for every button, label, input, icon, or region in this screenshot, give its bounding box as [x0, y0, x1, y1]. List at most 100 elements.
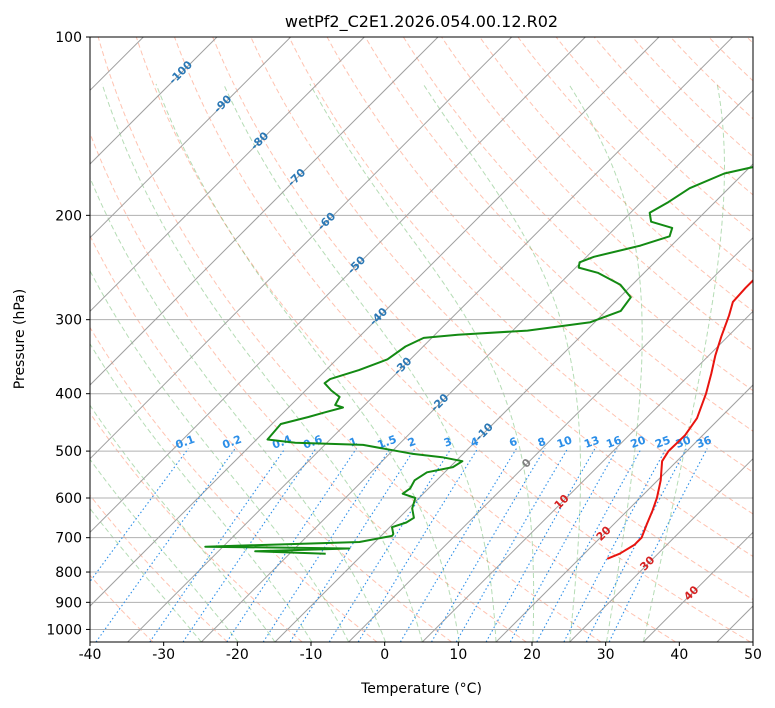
mixing-ratio-line: [262, 448, 391, 642]
moist-adiabat: [568, 83, 643, 642]
moist-adiabat: [422, 83, 581, 642]
mixing-ratio-label: 3: [442, 435, 454, 450]
mixing-ratio-line: [455, 448, 569, 642]
profile-series: [204, 166, 753, 560]
dry-adiabat: [708, 37, 753, 82]
chart-title: wetPf2_C2E1.2026.054.00.12.R02: [285, 12, 558, 32]
mixing-ratio-label: 36: [695, 433, 714, 451]
moist-adiabat: [90, 176, 386, 642]
y-axis-label: Pressure (hPa): [12, 289, 28, 389]
dry-adiabat: [402, 37, 753, 392]
moist-adiabat: [309, 83, 535, 642]
x-tick-label: 30: [597, 647, 615, 663]
isotherm: [642, 531, 753, 642]
dry-adiabat: [288, 37, 753, 515]
isotherm: [90, 37, 586, 534]
mixing-ratio-label: 13: [582, 434, 601, 451]
isotherm: [421, 310, 753, 642]
y-tick-label: 300: [55, 313, 82, 329]
moist-adiabat: [155, 83, 460, 642]
x-tick-label: -30: [152, 647, 175, 663]
isotherm: [0, 37, 70, 642]
dry-adiabat: [174, 37, 751, 642]
x-axis-ticks: -40 -30 -20 -10 0 10 20 30 40 50: [79, 642, 762, 663]
mixing-ratio-line: [563, 448, 667, 642]
mixing-ratio-line: [149, 448, 286, 642]
dry-adiabat: [250, 37, 753, 557]
y-tick-label: 400: [55, 387, 82, 403]
isotherms: [0, 37, 753, 642]
isotherm: [569, 457, 753, 642]
y-tick-label: 100: [55, 30, 82, 46]
y-axis-ticks: 100 200 300 400 500 600 700 800 900 1000: [46, 30, 90, 638]
dry-adiabat: [90, 131, 527, 642]
mixing-ratio-label: 25: [653, 434, 672, 451]
y-tick-label: 1000: [46, 622, 82, 638]
plot-area: -100-90-80-70-60-50-40-30-20-10010203040…: [0, 37, 753, 642]
mixing-ratio-line: [399, 448, 517, 642]
moist-adiabats: [90, 83, 726, 642]
isotherm: [495, 384, 753, 642]
dry-adiabat: [632, 37, 753, 158]
isotherm: [716, 605, 753, 642]
y-tick-label: 700: [55, 531, 82, 547]
mixing-ratio-label: 2: [406, 435, 418, 450]
x-axis-label: Temperature (°C): [360, 681, 482, 697]
mixing-ratio-label: 16: [604, 433, 623, 451]
mixing-ratio-label: 0.2: [221, 433, 244, 452]
mixing-ratio-label: 0.6: [301, 433, 324, 452]
moist-adiabat: [90, 458, 239, 642]
mixing-ratio-label: 10: [555, 433, 574, 451]
mixing-ratio-line: [289, 448, 416, 642]
x-tick-label: 50: [744, 647, 762, 663]
mixing-ratio-label: 20: [629, 433, 648, 451]
isotherm: [90, 37, 292, 239]
pressure-gridlines: [90, 37, 753, 630]
mixing-ratio-label: 6: [507, 435, 519, 450]
dry-adiabat: [746, 37, 753, 44]
mixing-ratio-line: [509, 448, 618, 642]
isotherm: [274, 163, 753, 642]
dry-adiabat: [90, 234, 452, 642]
moist-adiabat: [101, 83, 423, 642]
x-tick-label: 40: [670, 647, 688, 663]
dry-adiabat: [135, 37, 676, 642]
dry-adiabat: [90, 494, 228, 642]
x-tick-label: 10: [449, 647, 467, 663]
mixing-ratio-label: 30: [674, 433, 693, 451]
mixing-ratio-label: 1.5: [376, 433, 399, 452]
y-tick-label: 600: [55, 491, 82, 507]
isotherm: [90, 37, 513, 460]
isotherm: [200, 89, 753, 642]
y-tick-label: 800: [55, 565, 82, 581]
x-tick-label: -40: [79, 647, 102, 663]
x-tick-label: -10: [300, 647, 323, 663]
isotherm: [127, 37, 734, 642]
dry-adiabat: [212, 37, 753, 601]
x-tick-label: 0: [380, 647, 389, 663]
isotherm: [90, 37, 439, 386]
mixing-ratio-line: [226, 448, 357, 642]
dry-adiabat: [517, 37, 753, 273]
isotherm: [348, 236, 753, 642]
moist-adiabat: [223, 83, 497, 642]
x-tick-label: -20: [226, 647, 249, 663]
plot-frame: [89, 36, 754, 643]
mixing-ratio-label: 4: [469, 435, 481, 450]
dry-adiabat: [441, 37, 753, 352]
mixing-ratio-line: [536, 448, 642, 642]
y-tick-label: 200: [55, 208, 82, 224]
x-tick-label: 20: [523, 647, 541, 663]
y-tick-label: 500: [55, 444, 82, 460]
moist-adiabat: [90, 342, 313, 642]
isotherm: [90, 37, 660, 607]
dry-adiabat: [97, 37, 602, 642]
isotherm: [90, 37, 365, 313]
mixing-ratio-line: [90, 448, 189, 583]
isotherm: [90, 37, 218, 165]
dry-adiabat: [326, 37, 753, 473]
mixing-ratio-line: [608, 448, 708, 642]
dry-adiabats: [90, 37, 753, 642]
moist-adiabat: [90, 404, 276, 642]
